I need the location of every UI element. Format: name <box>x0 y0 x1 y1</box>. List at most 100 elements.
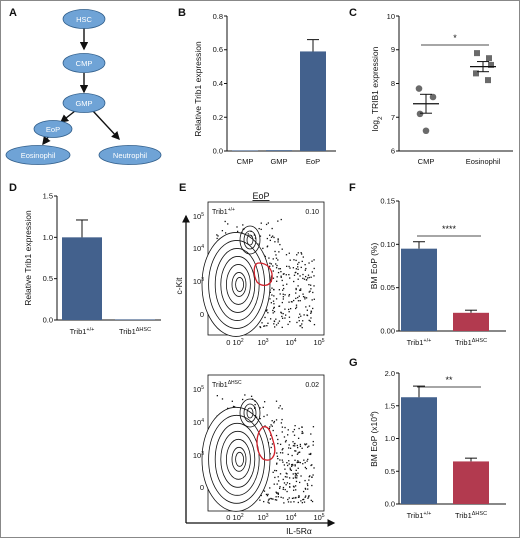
flow-bottom-event <box>297 501 299 504</box>
flow-top-event <box>309 320 312 322</box>
flow-top-event <box>293 259 295 261</box>
flow-bottom-event <box>267 493 269 496</box>
flow-top-event <box>288 308 290 311</box>
chart-b-ytick: 0.8 <box>213 12 223 21</box>
flow-bottom-event <box>311 484 313 487</box>
flow-top-event <box>277 241 279 243</box>
flow-bottom-contour <box>231 446 247 472</box>
flow-top-event <box>303 278 306 280</box>
flow-bottom-event <box>285 439 287 442</box>
flow-bottom-event <box>287 453 289 456</box>
flow-bottom-event <box>277 492 280 494</box>
flow-top-event <box>287 323 289 326</box>
flow-bottom-event <box>295 450 297 452</box>
flow-top-event <box>281 279 283 282</box>
flow-bottom-event <box>303 498 305 501</box>
flow-top-event <box>301 326 303 329</box>
flow-bottom-event <box>310 464 312 467</box>
flow-top-xtick: 103 <box>257 338 268 347</box>
flow-top-event <box>297 268 299 271</box>
chart-d-ytick: 0.0 <box>43 316 53 325</box>
chart-f-ytick: 0.15 <box>380 197 395 206</box>
flow-bottom-event <box>279 486 281 488</box>
flow-top-event <box>302 295 305 298</box>
flow-bottom-event <box>300 475 302 477</box>
eop-node-label: EoP <box>46 125 60 134</box>
flow-bottom-event <box>312 440 314 443</box>
flow-top-event <box>271 287 273 289</box>
flow-bottom-event <box>295 473 298 475</box>
flow-bottom-event <box>254 414 256 417</box>
flow-top-event <box>282 312 284 315</box>
flow-top-event <box>297 263 299 265</box>
flow-top-event <box>282 284 284 287</box>
flow-bottom-event <box>304 479 306 482</box>
flow-top-event <box>273 236 275 239</box>
flow-bottom-event <box>281 426 284 428</box>
flow-top-event <box>295 268 297 270</box>
flow-top-event <box>260 222 262 224</box>
chart-d-ytick: 1.5 <box>43 192 53 201</box>
flow-top-event <box>281 317 284 319</box>
flow-bottom-event <box>306 460 308 462</box>
flow-top-genotype: Trib1+/+ <box>212 207 235 216</box>
flow-top-event <box>297 272 299 275</box>
flow-top-event <box>264 255 266 258</box>
flow-bottom-event <box>298 427 300 430</box>
flow-top-event <box>305 306 307 308</box>
flow-bottom-event <box>295 480 298 483</box>
flow-top-event <box>288 295 290 297</box>
flow-bottom-event <box>297 472 299 474</box>
chart-b-xtick-cmp: CMP <box>237 157 254 166</box>
flow-bottom-event <box>273 483 275 485</box>
flow-top-event <box>299 313 301 315</box>
flow-bottom-event <box>288 444 290 446</box>
chart-c-point-eosinophil <box>485 77 491 84</box>
chart-c-point-cmp <box>416 110 424 118</box>
flow-bottom-event <box>308 495 310 497</box>
flow-bottom-event <box>288 463 290 465</box>
flow-top-event <box>241 232 243 234</box>
flow-top-event <box>264 325 266 327</box>
flow-top-event <box>289 307 292 310</box>
flow-top-event <box>277 238 279 240</box>
flow-top-event <box>268 257 270 259</box>
chart-c-point-eosinophil <box>474 50 480 57</box>
flow-bottom-event <box>272 471 274 473</box>
flow-bottom-event <box>272 498 274 500</box>
flow-top-event <box>310 276 312 278</box>
flow-bottom-event <box>294 464 296 466</box>
flow-plot-top <box>201 218 316 337</box>
flow-top-event <box>277 239 279 241</box>
flow-bottom-event <box>277 457 279 460</box>
flow-bottom-event <box>296 461 298 464</box>
flow-bottom-xtick: 104 <box>285 513 296 522</box>
flow-bottom-event <box>270 424 272 426</box>
flow-bottom-event <box>305 467 308 470</box>
flow-top-event <box>304 269 306 271</box>
chart-b-bar <box>300 51 326 151</box>
flow-top-event <box>310 288 312 290</box>
flow-top-event <box>259 326 262 329</box>
flow-bottom-event <box>275 499 278 501</box>
gmp-node <box>62 93 106 113</box>
flow-bottom-event <box>263 415 265 418</box>
chart-b-y-label: Relative Trib1 expression <box>193 41 203 137</box>
flow-bottom-event <box>295 496 297 499</box>
flow-top-event <box>284 308 286 310</box>
flow-top-event <box>267 322 269 324</box>
flow-bottom-contour <box>239 398 261 428</box>
flow-bottom-event <box>269 487 271 489</box>
flow-bottom-event <box>277 438 279 441</box>
flow-top-event <box>266 246 268 248</box>
flow-bottom-event <box>281 418 283 421</box>
flow-bottom-contour <box>246 407 254 419</box>
flow-bottom-contour <box>225 438 251 480</box>
chart-d-bar <box>115 319 155 320</box>
flow-top-event <box>275 324 278 326</box>
flow-top-event <box>297 278 299 280</box>
flow-top-event <box>293 274 296 276</box>
flow-bottom-event <box>283 436 286 438</box>
flow-bottom-event <box>291 454 293 457</box>
flow-top-event <box>306 309 309 311</box>
